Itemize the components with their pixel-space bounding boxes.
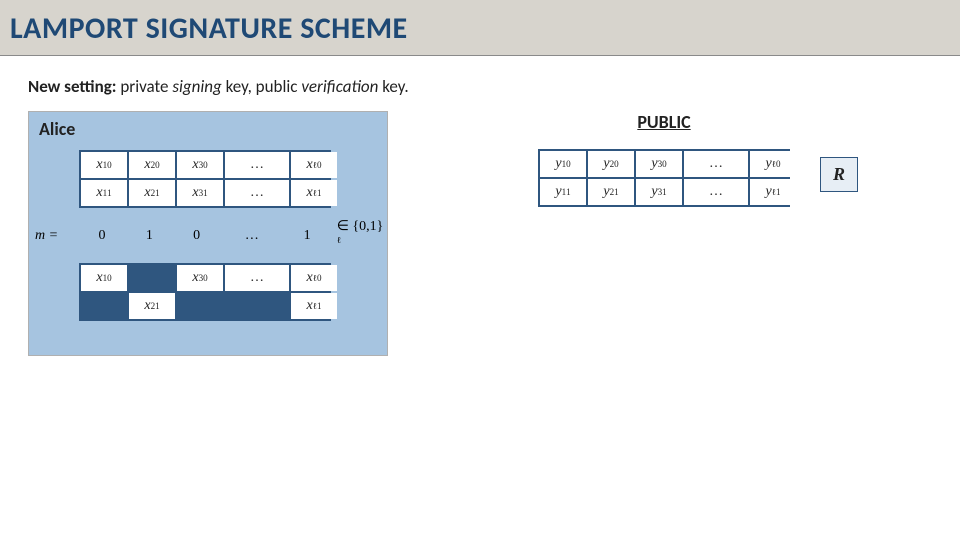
- matrix-cell: xℓ0: [291, 152, 337, 178]
- m-bit-1: 0: [78, 228, 125, 244]
- matrix-cell: x10: [81, 152, 127, 178]
- matrix-cell: …: [225, 265, 289, 291]
- matrix-cell: x30: [177, 265, 223, 291]
- m-bit-2: 1: [126, 228, 173, 244]
- subtitle-p2: key, public: [222, 76, 302, 97]
- signature-matrix: x10x30…xℓ0x21xℓ1: [79, 263, 331, 321]
- matrix-cell: yℓ1: [750, 179, 796, 205]
- public-column: PUBLIC y10y20y30…yℓ0y11y21y31…yℓ1: [538, 111, 790, 207]
- alice-panel: Alice x10x20x30…xℓ0x11x21x31…xℓ1 m = 0 1…: [28, 111, 388, 356]
- matrix-cell: …: [684, 179, 748, 205]
- message-row: m = 0 1 0 … 1 ∈ {0,1}ℓ: [35, 218, 387, 253]
- subtitle-lead: New setting:: [28, 76, 117, 97]
- matrix-cell: …: [225, 180, 289, 206]
- matrix-cell: y20: [588, 151, 634, 177]
- subtitle-p3: key.: [378, 76, 408, 97]
- m-prefix: m =: [35, 228, 78, 244]
- matrix-cell: …: [684, 151, 748, 177]
- matrix-cell: …: [225, 152, 289, 178]
- matrix-cell: x30: [177, 152, 223, 178]
- content-row: Alice x10x20x30…xℓ0x11x21x31…xℓ1 m = 0 1…: [0, 111, 960, 356]
- matrix-cell: y30: [636, 151, 682, 177]
- subtitle-p1: private: [117, 76, 173, 97]
- alice-padding: [29, 321, 387, 355]
- matrix-cell: [81, 293, 127, 319]
- alice-label: Alice: [29, 112, 387, 150]
- subtitle-em2: verification: [301, 76, 378, 97]
- matrix-cell: x20: [129, 152, 175, 178]
- public-key-y-matrix: y10y20y30…yℓ0y11y21y31…yℓ1: [538, 149, 790, 207]
- matrix-cell: y31: [636, 179, 682, 205]
- matrix-cell: x31: [177, 180, 223, 206]
- public-side: PUBLIC y10y20y30…yℓ0y11y21y31…yℓ1 R: [538, 111, 858, 207]
- matrix-cell: [129, 265, 175, 291]
- matrix-cell: yℓ0: [750, 151, 796, 177]
- matrix-cell: [177, 293, 223, 319]
- m-bit-3: 0: [173, 228, 220, 244]
- matrix-cell: [225, 293, 289, 319]
- public-label: PUBLIC: [538, 111, 790, 133]
- matrix-cell: y10: [540, 151, 586, 177]
- private-key-x-matrix: x10x20x30…xℓ0x11x21x31…xℓ1: [79, 150, 331, 208]
- matrix-cell: xℓ1: [291, 180, 337, 206]
- matrix-cell: xℓ0: [291, 265, 337, 291]
- subtitle-em1: signing: [172, 76, 221, 97]
- matrix-cell: x11: [81, 180, 127, 206]
- receiver-box: R: [820, 157, 858, 192]
- receiver-label: R: [833, 164, 845, 184]
- m-bit-l: 1: [283, 228, 330, 244]
- page-title: LAMPORT SIGNATURE SCHEME: [10, 10, 950, 47]
- subtitle: New setting: private signing key, public…: [28, 76, 932, 97]
- matrix-cell: x21: [129, 180, 175, 206]
- matrix-cell: x10: [81, 265, 127, 291]
- m-bit-dots: …: [220, 228, 283, 244]
- title-bar: LAMPORT SIGNATURE SCHEME: [0, 0, 960, 56]
- m-suffix: ∈ {0,1}ℓ: [337, 218, 387, 253]
- matrix-cell: xℓ1: [291, 293, 337, 319]
- matrix-cell: x21: [129, 293, 175, 319]
- matrix-cell: y11: [540, 179, 586, 205]
- matrix-cell: y21: [588, 179, 634, 205]
